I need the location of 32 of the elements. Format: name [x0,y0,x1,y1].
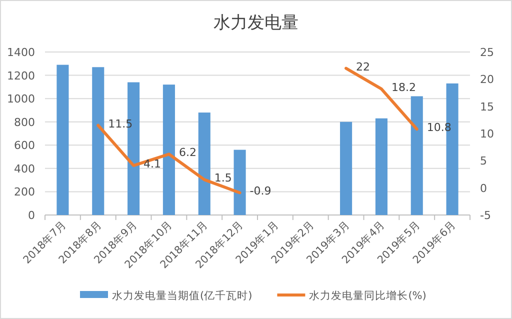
data-label: 22 [356,60,370,74]
legend-label: 水力发电量当期值(亿千瓦时) [112,289,252,302]
bar [410,96,423,215]
y-tick-label: 1400 [7,46,35,59]
y-tick-label: 200 [14,186,35,199]
y2-tick-label: 25 [480,46,494,59]
y-tick-label: 0 [28,209,35,222]
y2-tick-label: 20 [480,73,494,86]
y-tick-label: 600 [14,139,35,152]
bar [340,122,352,215]
bar [92,67,104,215]
y-tick-label: 800 [14,116,35,129]
data-label: 4.1 [144,158,162,171]
y-tick-label: 1200 [7,69,35,82]
data-label: 6.2 [178,146,196,160]
bar [234,150,246,215]
y-tick-label: 1000 [7,92,35,106]
data-label: 1.5 [214,172,232,185]
y2-tick-label: 0 [480,182,487,195]
bar [162,84,175,215]
y2-tick-label: 15 [480,100,494,114]
y2-tick-label: 10 [480,128,494,140]
title: 水力发电量 [214,13,298,33]
legend-label: 水力发电量同比增长(%) [309,289,426,302]
data-label: 18.2 [391,80,416,94]
bar [198,112,210,215]
data-label: -0.9 [250,184,272,198]
bar [56,64,69,215]
y2-tick-label: -5 [480,209,491,222]
y-tick-label: 400 [14,162,35,176]
bar [375,118,388,215]
y2-tick-label: 5 [480,154,487,168]
